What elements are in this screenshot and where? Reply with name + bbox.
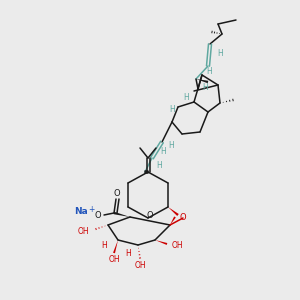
Polygon shape [113, 240, 118, 253]
Text: H: H [168, 142, 174, 151]
Text: H: H [156, 160, 162, 169]
Text: O: O [114, 190, 120, 199]
Polygon shape [155, 240, 167, 245]
Text: OH: OH [108, 256, 120, 265]
Polygon shape [114, 212, 130, 217]
Text: OH: OH [77, 227, 89, 236]
Text: H: H [217, 50, 223, 58]
Text: H: H [169, 104, 175, 113]
Polygon shape [170, 217, 176, 225]
Text: H: H [183, 94, 189, 103]
Polygon shape [196, 79, 208, 83]
Polygon shape [168, 207, 179, 216]
Text: O: O [147, 212, 153, 220]
Text: +: + [88, 205, 94, 214]
Text: H: H [160, 148, 166, 157]
Text: H: H [206, 68, 212, 76]
Text: H: H [101, 242, 107, 250]
Text: OH: OH [134, 260, 146, 269]
Text: O: O [180, 214, 186, 223]
Text: O: O [95, 211, 101, 220]
Text: Na: Na [74, 208, 88, 217]
Text: H: H [202, 82, 208, 91]
Text: H: H [125, 248, 131, 257]
Text: OH: OH [171, 242, 183, 250]
